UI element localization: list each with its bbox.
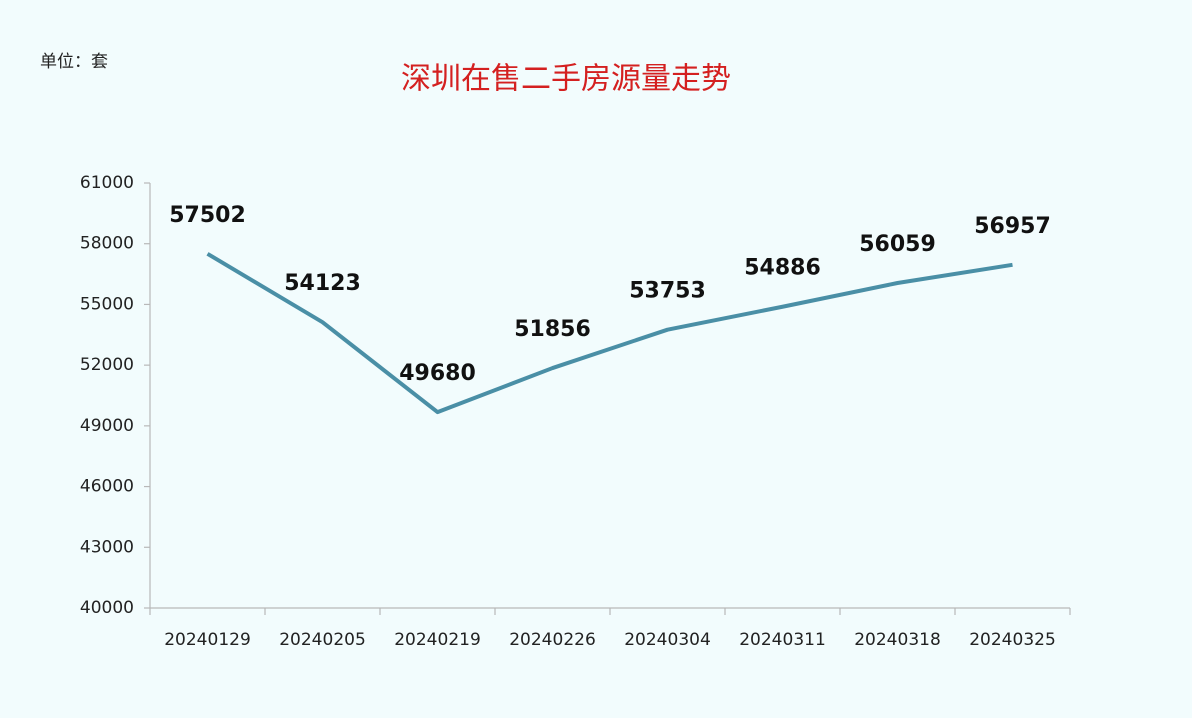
x-tick-label: 20240304 bbox=[624, 630, 711, 650]
chart-title: 深圳在售二手房源量走势 bbox=[401, 62, 731, 97]
unit-label: 单位：套 bbox=[40, 52, 108, 72]
x-tick-label: 20240226 bbox=[509, 630, 596, 650]
y-tick-label: 55000 bbox=[80, 294, 134, 314]
y-tick-label: 52000 bbox=[80, 355, 134, 375]
y-tick-label: 46000 bbox=[80, 477, 134, 497]
data-label: 51856 bbox=[514, 317, 591, 342]
data-label: 56957 bbox=[974, 214, 1051, 239]
data-label: 56059 bbox=[859, 232, 936, 257]
y-tick-label: 40000 bbox=[80, 598, 134, 618]
data-label: 54123 bbox=[284, 271, 361, 296]
y-tick-label: 61000 bbox=[80, 173, 134, 193]
x-tick-label: 20240325 bbox=[969, 630, 1056, 650]
data-label: 57502 bbox=[169, 203, 246, 228]
x-tick-label: 20240205 bbox=[279, 630, 366, 650]
y-tick-label: 43000 bbox=[80, 537, 134, 557]
y-tick-label: 58000 bbox=[80, 234, 134, 254]
x-tick-label: 20240129 bbox=[164, 630, 251, 650]
data-label: 53753 bbox=[629, 279, 706, 304]
line bbox=[206, 252, 1013, 415]
x-tick-label: 20240318 bbox=[854, 630, 941, 650]
data-label: 54886 bbox=[744, 256, 821, 281]
y-tick-label: 49000 bbox=[80, 416, 134, 436]
x-tick-label: 20240219 bbox=[394, 630, 481, 650]
x-tick-label: 20240311 bbox=[739, 630, 826, 650]
data-label: 49680 bbox=[399, 361, 476, 386]
